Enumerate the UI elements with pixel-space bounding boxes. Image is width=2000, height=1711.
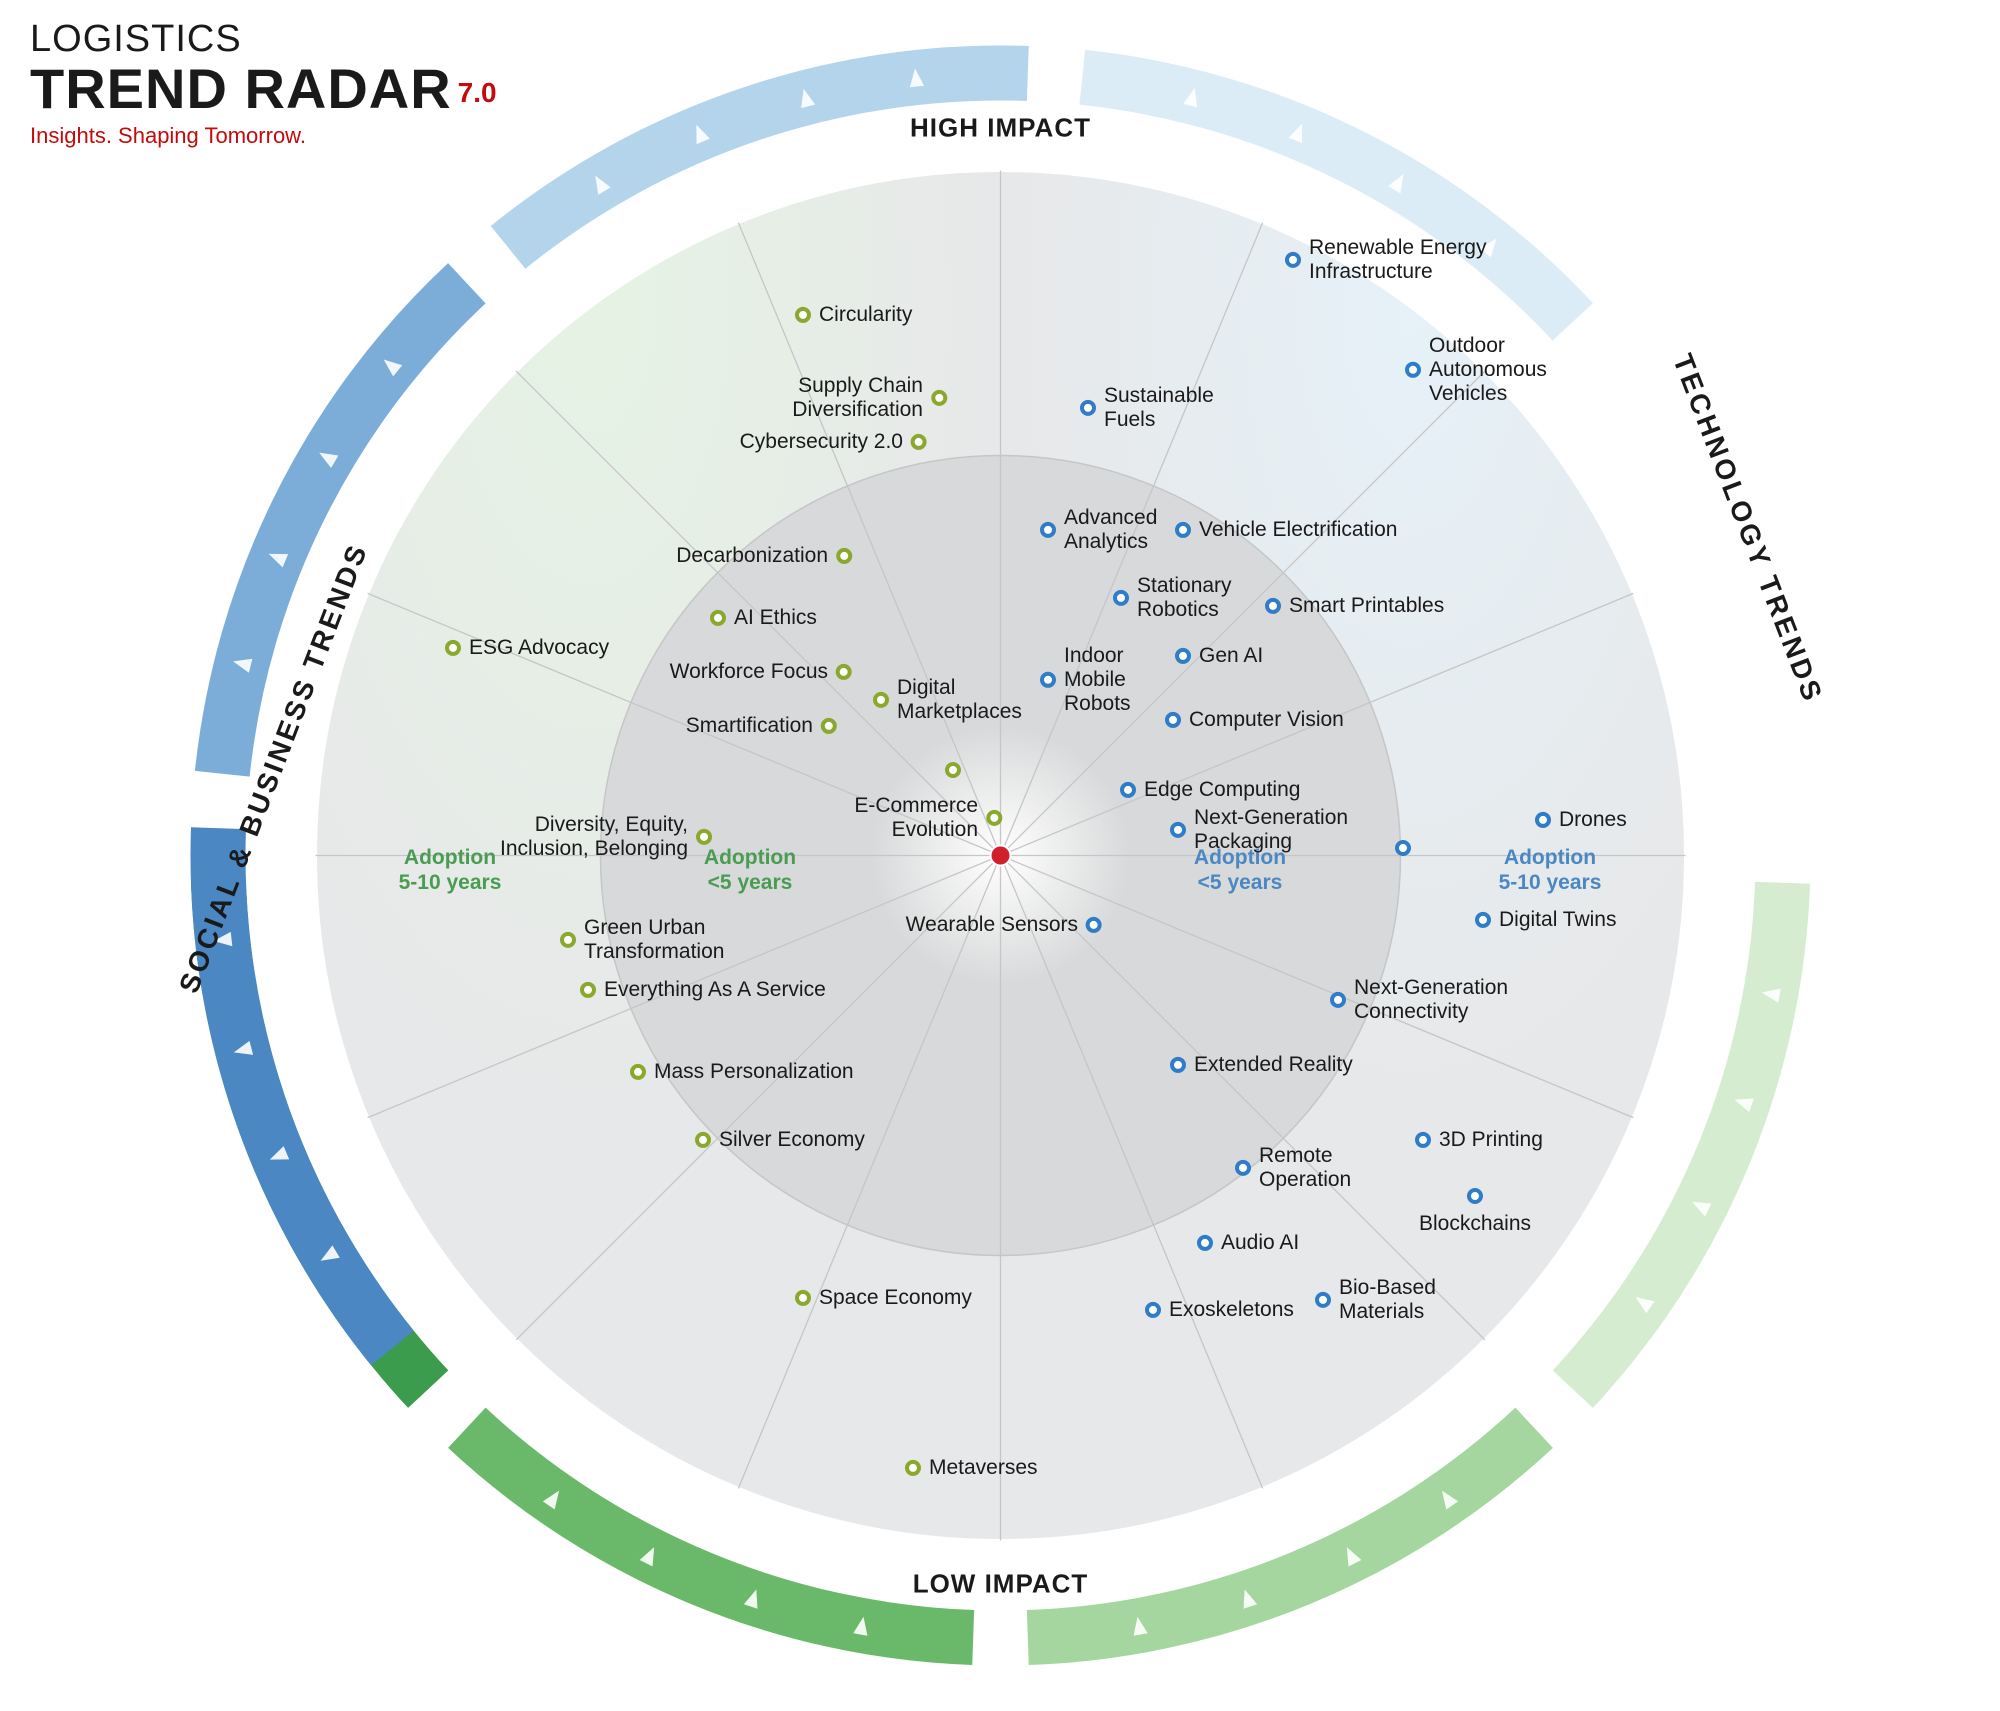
adoption-ring-label: Adoption 5-10 years [1499, 845, 1602, 895]
adoption-ring-label: Adoption <5 years [704, 845, 796, 895]
adoption-ring-label: Adoption <5 years [1194, 845, 1286, 895]
header-tagline: Insights. Shaping Tomorrow. [30, 123, 497, 149]
header-line1: LOGISTICS [30, 18, 497, 61]
header-version: 7.0 [458, 77, 497, 108]
header-line2: TREND RADAR [30, 57, 452, 120]
axis-label-top: HIGH IMPACT [910, 112, 1091, 143]
axis-label-bottom: LOW IMPACT [913, 1568, 1089, 1599]
adoption-ring-label: Adoption 5-10 years [399, 845, 502, 895]
radar-chart: CircularitySupply Chain DiversificationC… [145, 0, 1856, 1711]
header: LOGISTICS TREND RADAR7.0 Insights. Shapi… [30, 18, 497, 149]
header-title-row: TREND RADAR7.0 [30, 61, 497, 117]
